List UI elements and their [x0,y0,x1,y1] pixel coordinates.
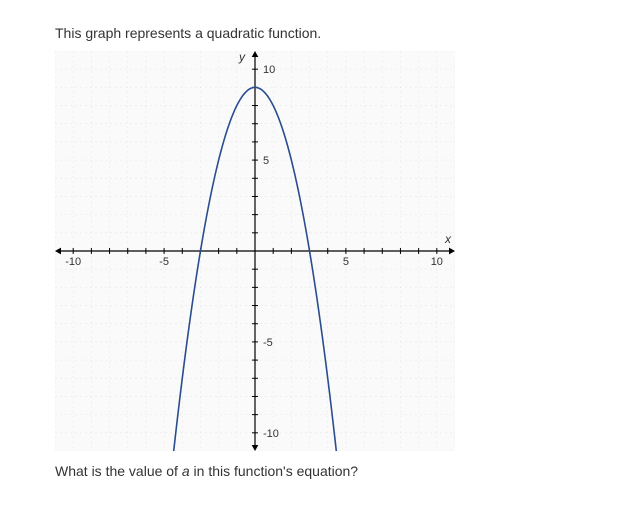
svg-text:x: x [444,232,452,246]
question-variable: a [182,463,190,479]
chart-svg: -10-5510-10-5510xy [55,51,455,451]
svg-text:-5: -5 [263,337,273,349]
svg-text:-5: -5 [159,256,169,268]
prompt-text: This graph represents a quadratic functi… [55,25,570,41]
quadratic-chart: -10-5510-10-5510xy [55,51,455,451]
question-text: What is the value of a in this function'… [55,463,570,479]
content-wrap: This graph represents a quadratic functi… [0,0,625,494]
svg-text:10: 10 [431,256,443,268]
svg-text:-10: -10 [65,256,81,268]
question-suffix: in this function's equation? [190,463,358,479]
svg-text:10: 10 [263,64,275,76]
svg-text:-10: -10 [263,428,279,440]
svg-text:5: 5 [263,155,269,167]
question-prefix: What is the value of [55,463,182,479]
question-card: This graph represents a quadratic functi… [0,0,625,521]
svg-text:y: y [238,51,246,64]
svg-text:5: 5 [343,256,349,268]
